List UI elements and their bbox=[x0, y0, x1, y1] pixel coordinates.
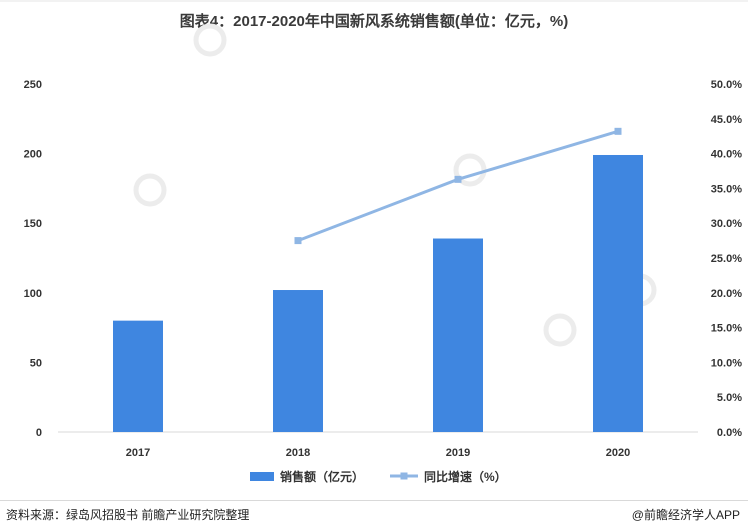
y-left-tick-label: 200 bbox=[24, 149, 42, 161]
growth-point-2019 bbox=[454, 175, 462, 183]
y-right-tick-label: 35.0% bbox=[711, 183, 742, 195]
y-right-tick-label: 10.0% bbox=[711, 357, 742, 369]
bar-2017 bbox=[113, 320, 163, 432]
y-right-tick-label: 25.0% bbox=[711, 253, 742, 265]
chart-title: 图表4：2017-2020年中国新风系统销售额(单位：亿元，%) bbox=[179, 13, 569, 30]
axes: 0 50 100 150 200 250 0.0% 5.0% 10.0% 15.0% 20.0% 25… bbox=[24, 79, 743, 459]
y-right-tick-label: 45.0% bbox=[711, 114, 742, 126]
x-tick-label: 2017 bbox=[126, 447, 150, 459]
top-divider bbox=[0, 0, 748, 2]
bar-series bbox=[113, 154, 643, 432]
watermark-logo-icon bbox=[543, 313, 577, 347]
y-right-tick-label: 20.0% bbox=[711, 288, 742, 300]
chart-canvas: 0 50 100 150 200 250 0.0% 5.0% 10.0% 15.0% 20.0% 25… bbox=[24, 23, 743, 484]
legend-line-marker bbox=[400, 472, 408, 480]
x-tick-label: 2019 bbox=[446, 447, 470, 459]
y-right-tick-label: 40.0% bbox=[711, 149, 742, 161]
line-series bbox=[294, 127, 622, 245]
x-tick-label: 2018 bbox=[286, 447, 310, 459]
y-left-tick-label: 50 bbox=[30, 357, 42, 369]
watermark-logo-icon bbox=[133, 173, 167, 207]
bar-2018 bbox=[273, 290, 323, 432]
legend: 销售额（亿元） 同比增速（%） bbox=[250, 469, 507, 484]
y-left-tick-label: 100 bbox=[24, 288, 42, 300]
y-right-tick-label: 5.0% bbox=[717, 392, 742, 404]
growth-point-2020 bbox=[614, 127, 622, 135]
y-left-tick-label: 250 bbox=[24, 79, 42, 91]
y-left-tick-label: 0 bbox=[36, 427, 42, 439]
y-left-tick-label: 150 bbox=[24, 218, 42, 230]
growth-line bbox=[297, 129, 619, 243]
legend-bar-swatch bbox=[250, 472, 274, 481]
y-right-tick-label: 50.0% bbox=[711, 79, 742, 91]
growth-point-2018 bbox=[294, 237, 302, 245]
y-right-tick-label: 15.0% bbox=[711, 323, 742, 335]
brand-credit: @前瞻经济学人APP bbox=[631, 508, 740, 522]
bar-2020 bbox=[593, 154, 643, 432]
x-tick-label: 2020 bbox=[606, 447, 630, 459]
watermark-logo-icon bbox=[193, 23, 227, 57]
bar-2019 bbox=[433, 238, 483, 432]
y-right-tick-label: 30.0% bbox=[711, 218, 742, 230]
watermark bbox=[133, 23, 657, 347]
legend-line-label: 同比增速（%） bbox=[424, 469, 507, 484]
source-note: 资料来源：绿岛风招股书 前瞻产业研究院整理 bbox=[6, 508, 250, 522]
y-right-tick-label: 0.0% bbox=[717, 427, 742, 439]
legend-bar-label: 销售额（亿元） bbox=[280, 469, 364, 484]
footer-divider bbox=[0, 500, 748, 501]
